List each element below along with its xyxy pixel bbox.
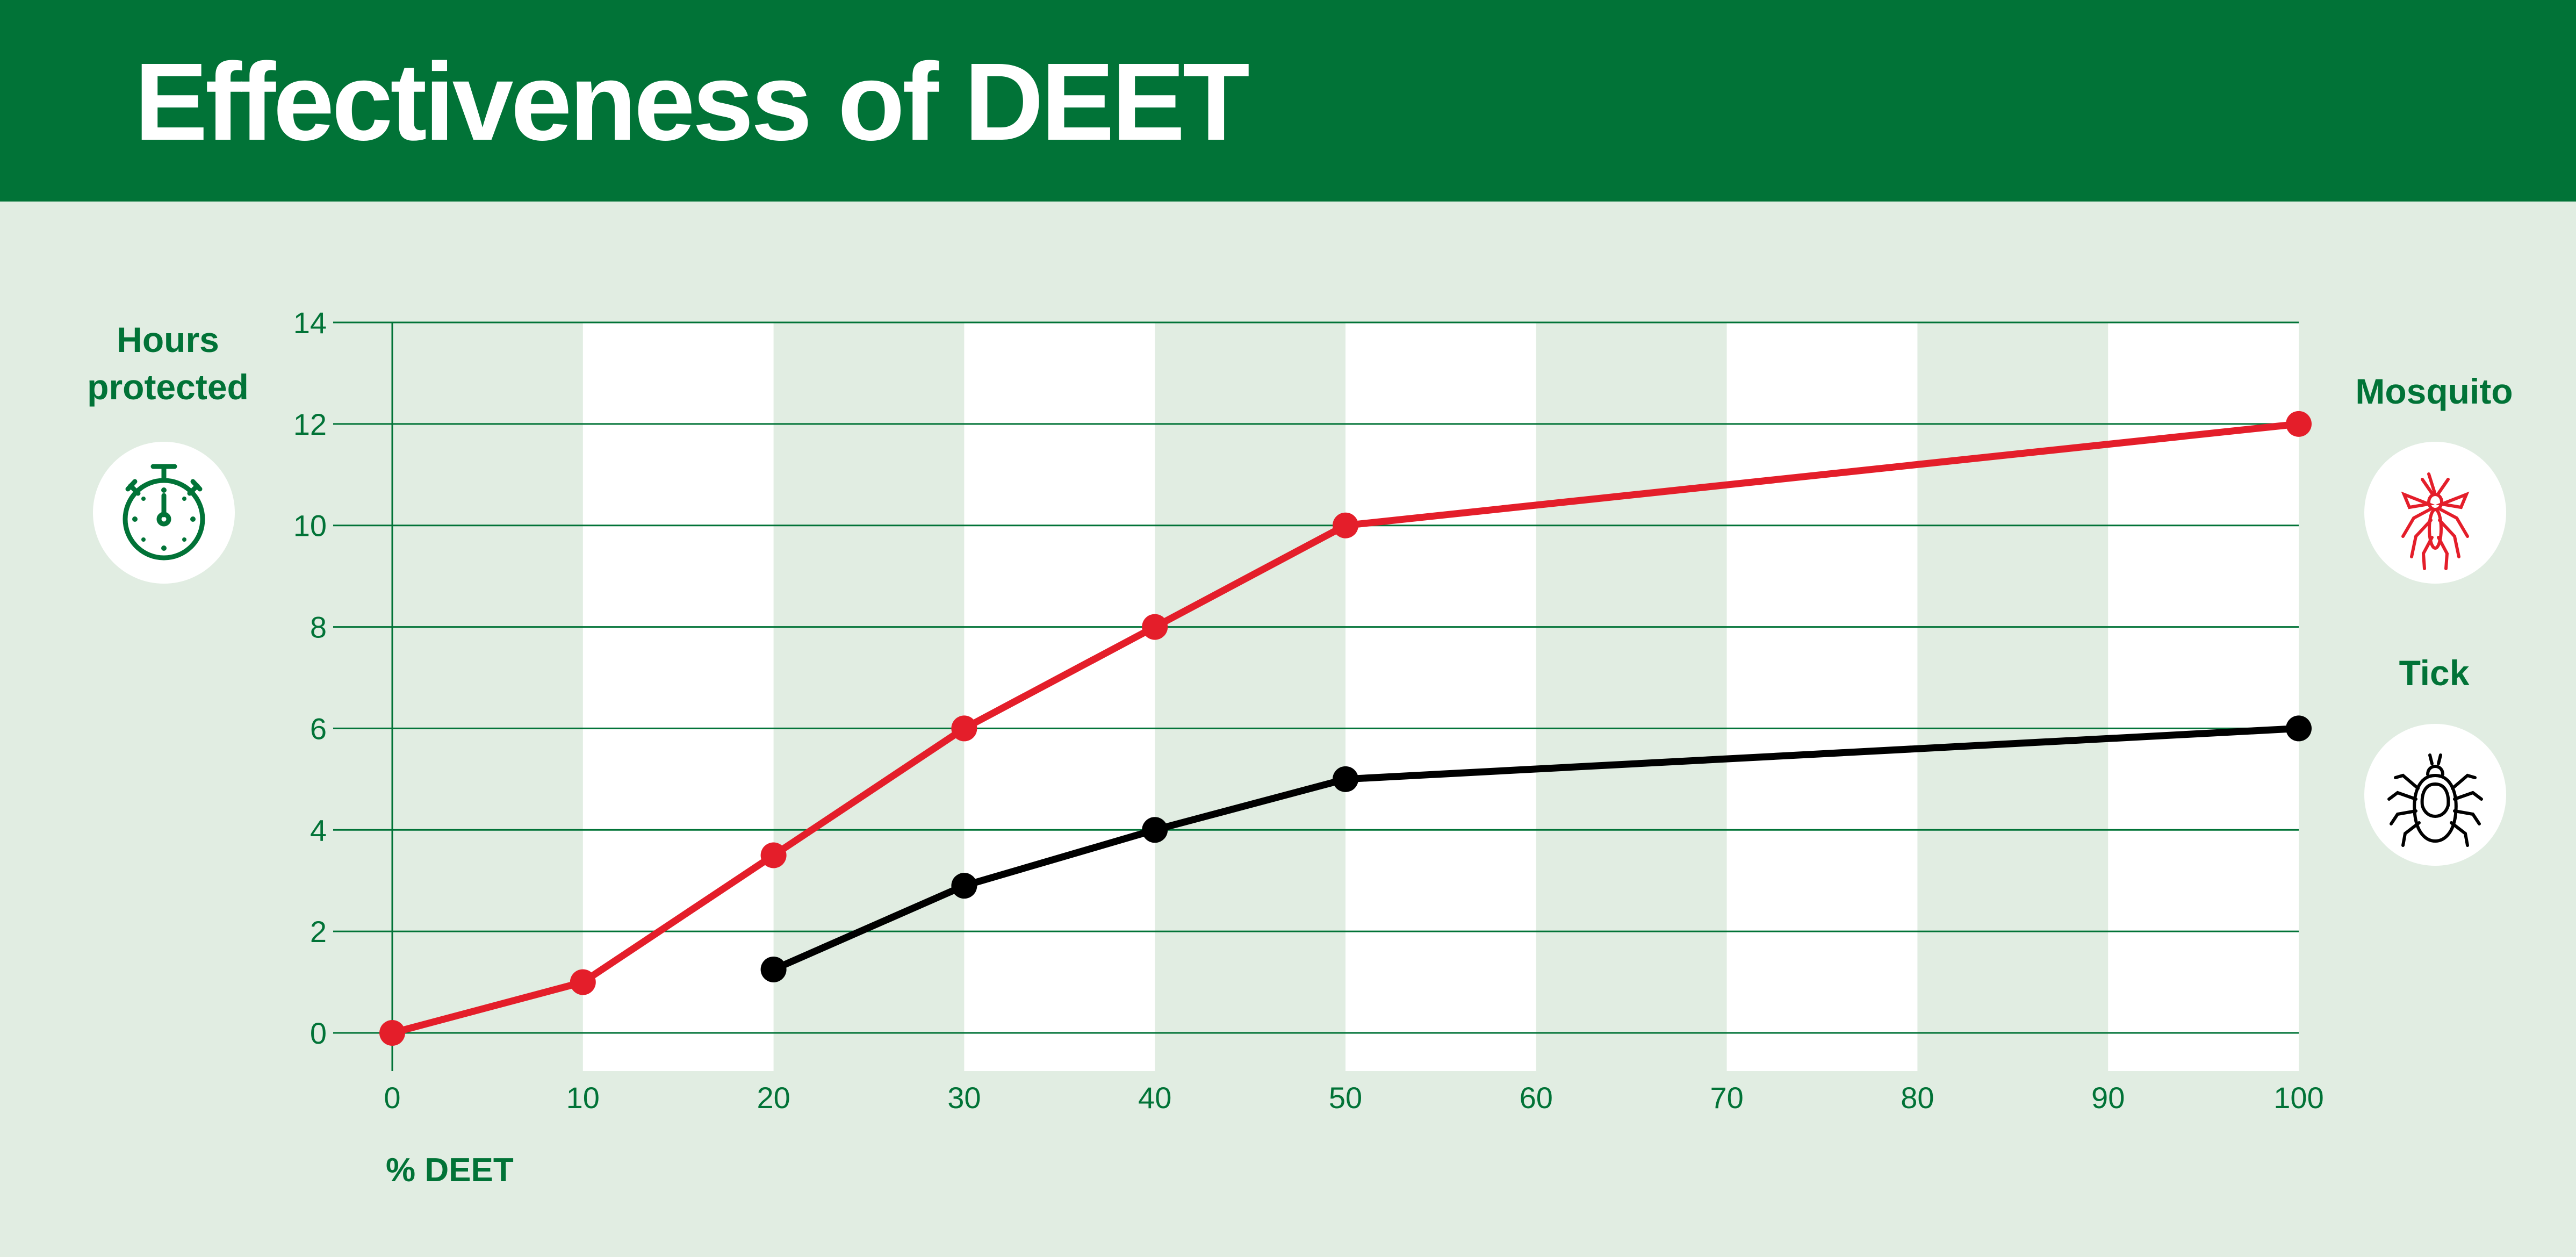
stopwatch-icon-circle <box>93 442 235 584</box>
x-tick-label: 50 <box>1329 1081 1362 1115</box>
mosquito-data-point <box>379 1020 405 1046</box>
stripe-band <box>1726 322 1918 1071</box>
series-layer <box>379 411 2312 1046</box>
stripe-band <box>2108 322 2299 1071</box>
stopwatch-icon <box>123 464 205 561</box>
y-axis-label-line1: Hours <box>117 320 219 360</box>
tick-data-point <box>760 956 787 982</box>
legend-tick-label: Tick <box>2399 653 2470 693</box>
mosquito-data-point <box>570 969 596 995</box>
x-tick-label: 100 <box>2273 1081 2323 1115</box>
y-tick-label: 8 <box>310 610 327 644</box>
y-tick-label: 10 <box>293 509 327 543</box>
tick-data-point <box>1142 817 1168 843</box>
mosquito-data-point <box>951 715 977 742</box>
mosquito-data-point <box>1333 512 1358 538</box>
tick-data-point <box>951 873 977 899</box>
stripe-band <box>582 322 774 1071</box>
x-tick-label: 0 <box>384 1081 400 1115</box>
y-tick-label: 12 <box>293 407 327 441</box>
x-tick-label: 10 <box>566 1081 600 1115</box>
x-tick-label: 40 <box>1138 1081 1171 1115</box>
x-axis-label: % DEET <box>386 1152 514 1189</box>
x-tick-label: 80 <box>1901 1081 1934 1115</box>
y-tick-label: 14 <box>293 306 327 340</box>
x-tick-label: 20 <box>757 1081 790 1115</box>
tick-data-point <box>1333 766 1358 792</box>
y-axis-label: Hours protected <box>81 316 255 411</box>
y-tick-label: 4 <box>310 813 327 847</box>
y-axis-label-line2: protected <box>87 367 249 407</box>
stripe-band <box>964 322 1155 1071</box>
y-axis-ticks: 0 2 4 6 8 10 12 14 <box>293 306 327 1050</box>
background-stripes <box>582 322 2299 1071</box>
mosquito-data-point <box>2286 411 2312 437</box>
page-title: Effectiveness of DEET <box>134 40 1250 163</box>
x-tick-label: 70 <box>1710 1081 1743 1115</box>
x-tick-label: 30 <box>947 1081 981 1115</box>
y-tick-label: 2 <box>310 915 327 949</box>
x-axis-ticks: 0 10 20 30 40 50 60 70 80 90 100 <box>384 1081 2323 1115</box>
tick-data-point <box>2286 715 2312 742</box>
mosquito-icon-circle <box>2364 442 2506 584</box>
legend-mosquito-label: Mosquito <box>2355 371 2513 411</box>
tick-icon <box>2387 753 2483 847</box>
tick-icon-circle <box>2364 724 2506 866</box>
mosquito-data-point <box>760 842 787 868</box>
y-tick-label: 0 <box>310 1016 327 1050</box>
y-tick-label: 6 <box>310 712 327 745</box>
mosquito-icon <box>2401 472 2470 570</box>
title-bar: Effectiveness of DEET <box>0 0 2576 202</box>
mosquito-data-point <box>1142 614 1168 640</box>
x-tick-label: 60 <box>1520 1081 1553 1115</box>
stripe-band <box>1345 322 1536 1071</box>
x-tick-label: 90 <box>2091 1081 2125 1115</box>
